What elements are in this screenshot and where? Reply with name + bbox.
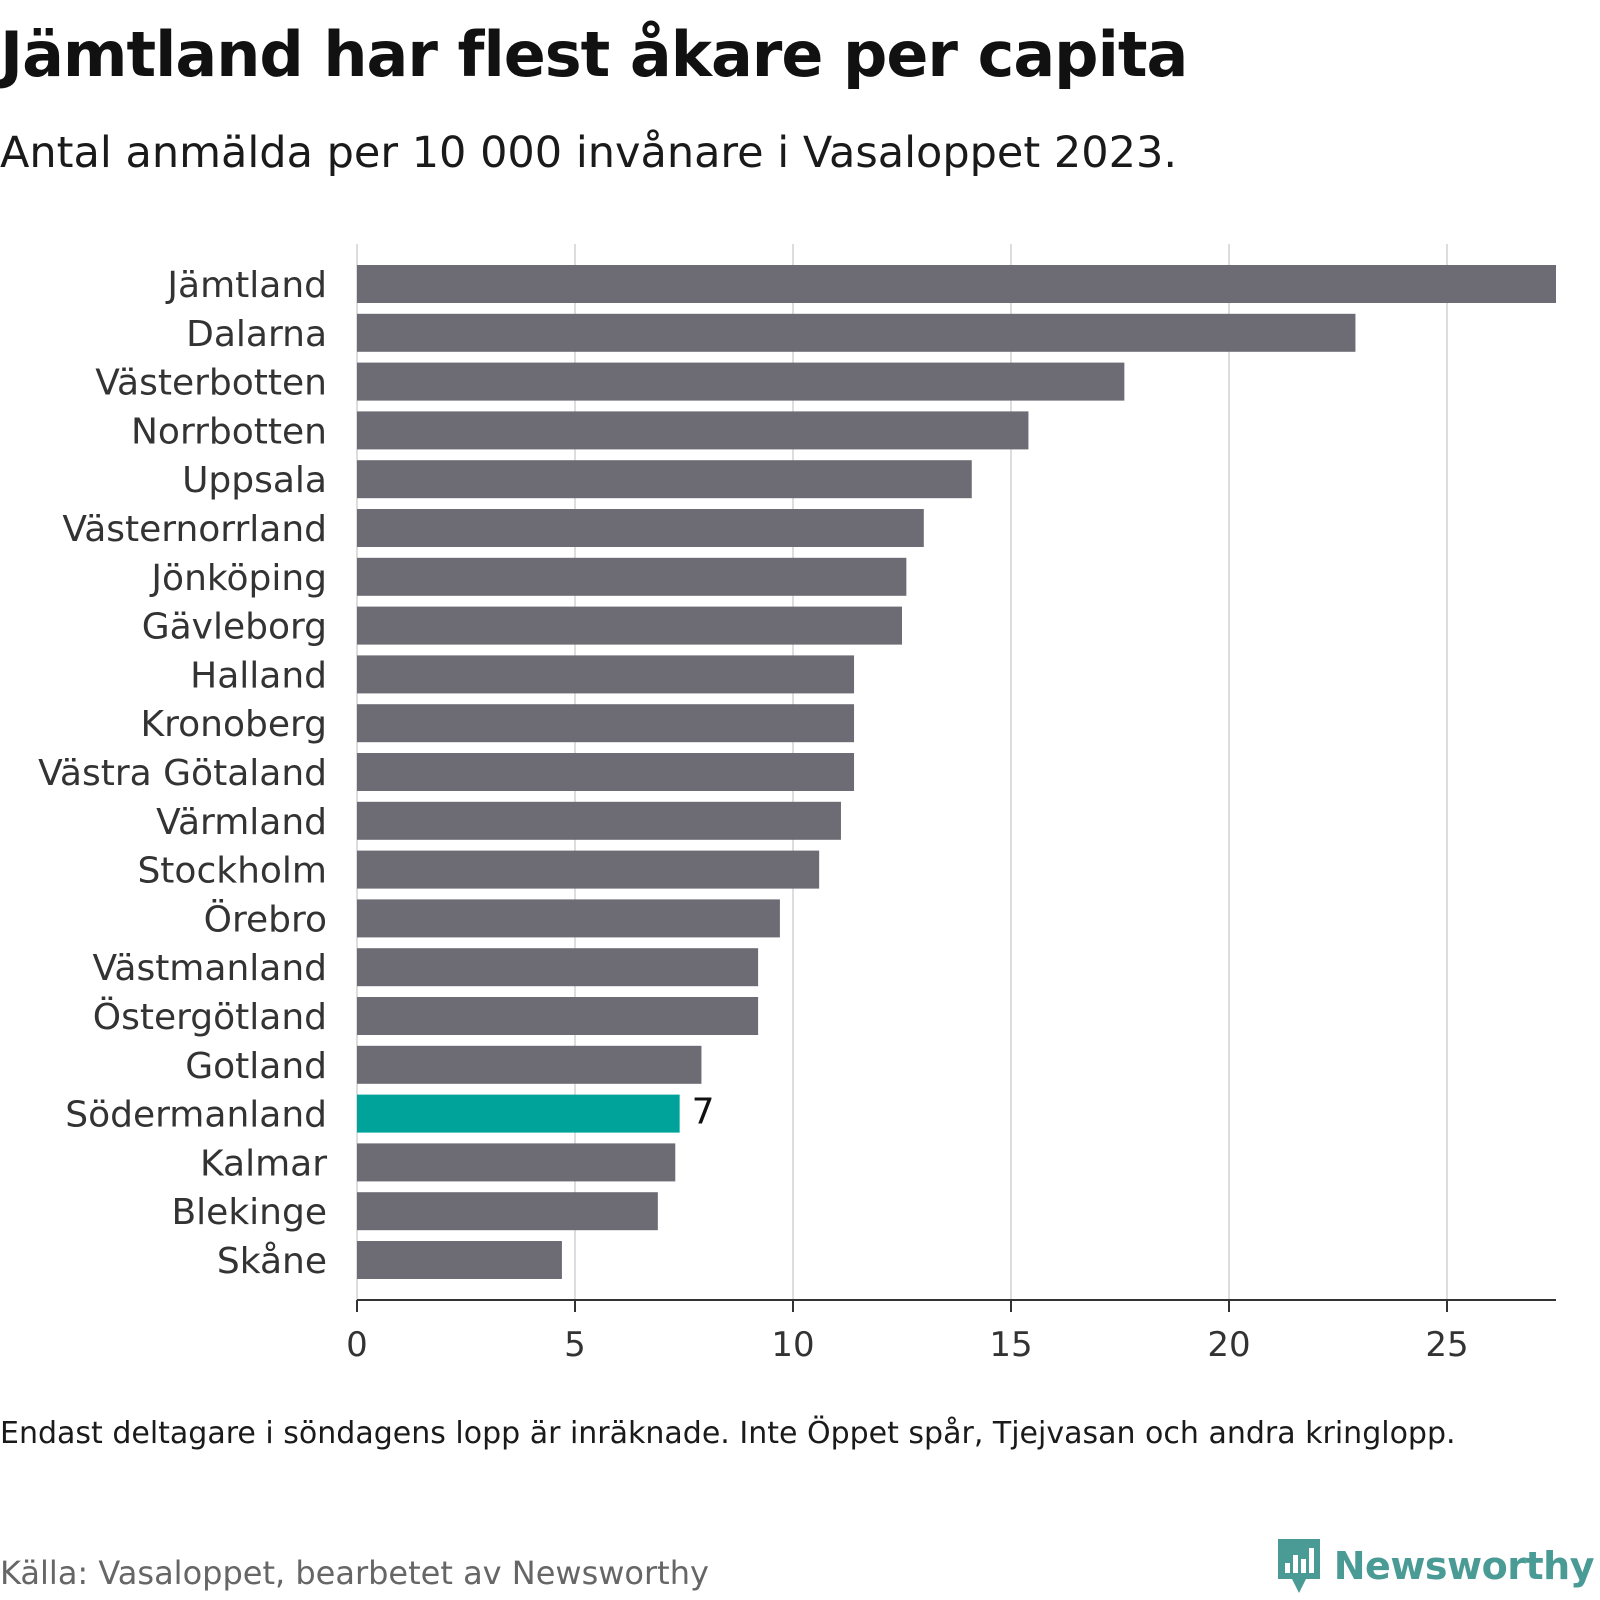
source-text: Källa: Vasaloppet, bearbetet av Newswort…: [0, 1554, 709, 1592]
category-label: Norrbotten: [131, 411, 327, 452]
category-label: Uppsala: [182, 460, 327, 501]
category-label: Kronoberg: [140, 704, 327, 745]
bar: [357, 997, 759, 1035]
bar: [357, 606, 902, 645]
bar: [357, 1094, 680, 1133]
bar: [357, 1045, 702, 1084]
category-label: Västra Götaland: [38, 753, 327, 794]
chart-subtitle: Antal anmälda per 10 000 invånare i Vasa…: [0, 128, 1177, 178]
bar: [357, 411, 1029, 450]
category-label: Blekinge: [171, 1192, 327, 1233]
category-label: Jämtland: [165, 265, 327, 306]
bar: [357, 704, 855, 743]
brand-name: Newsworthy: [1333, 1544, 1595, 1588]
newsworthy-logo-icon: [1277, 1539, 1320, 1593]
chart-title: Jämtland har flest åkare per capita: [0, 18, 1188, 91]
bar: [357, 899, 780, 938]
category-label: Västmanland: [93, 948, 327, 989]
bar: [357, 509, 924, 547]
x-tick-label: 20: [1207, 1325, 1250, 1365]
x-tick-label: 15: [989, 1325, 1032, 1365]
x-tick-label: 25: [1425, 1325, 1468, 1365]
bar: [357, 753, 855, 791]
category-label: Jönköping: [149, 558, 327, 599]
data-label: 7: [692, 1092, 715, 1133]
x-tick-label: 10: [771, 1325, 814, 1365]
bar: [357, 850, 820, 889]
newsworthy-brand[interactable]: Newsworthy: [1274, 1537, 1595, 1595]
bar: [357, 948, 759, 987]
bar-chart: Jämtland Dalarna Västerbotten Norrbotten Upp…: [38, 244, 1556, 1365]
category-label: Halland: [190, 655, 327, 696]
bar: [357, 655, 855, 694]
category-label: Västernorrland: [62, 509, 327, 550]
x-tick-label: 0: [346, 1325, 368, 1365]
category-label: Östergötland: [93, 996, 327, 1038]
category-label: Gävleborg: [142, 607, 327, 648]
category-label: Stockholm: [137, 851, 327, 892]
category-label: Kalmar: [200, 1143, 327, 1184]
bar: [357, 362, 1125, 401]
category-label: Värmland: [156, 802, 327, 843]
bar: [357, 460, 972, 499]
category-label: Södermanland: [65, 1095, 327, 1136]
bar: [357, 557, 907, 596]
category-label: Skåne: [217, 1241, 327, 1282]
bar: [357, 313, 1356, 352]
category-label: Gotland: [185, 1046, 327, 1087]
category-label: Örebro: [204, 898, 327, 940]
category-label: Västerbotten: [95, 363, 327, 404]
bar: [357, 1241, 562, 1279]
category-label: Dalarna: [186, 314, 327, 355]
bar: [357, 1143, 676, 1182]
x-tick-label: 5: [564, 1325, 586, 1365]
chart-note: Endast deltagare i söndagens lopp är inr…: [0, 1416, 1456, 1451]
bar: [357, 1192, 658, 1231]
bar: [357, 265, 1556, 303]
bar: [357, 801, 841, 840]
